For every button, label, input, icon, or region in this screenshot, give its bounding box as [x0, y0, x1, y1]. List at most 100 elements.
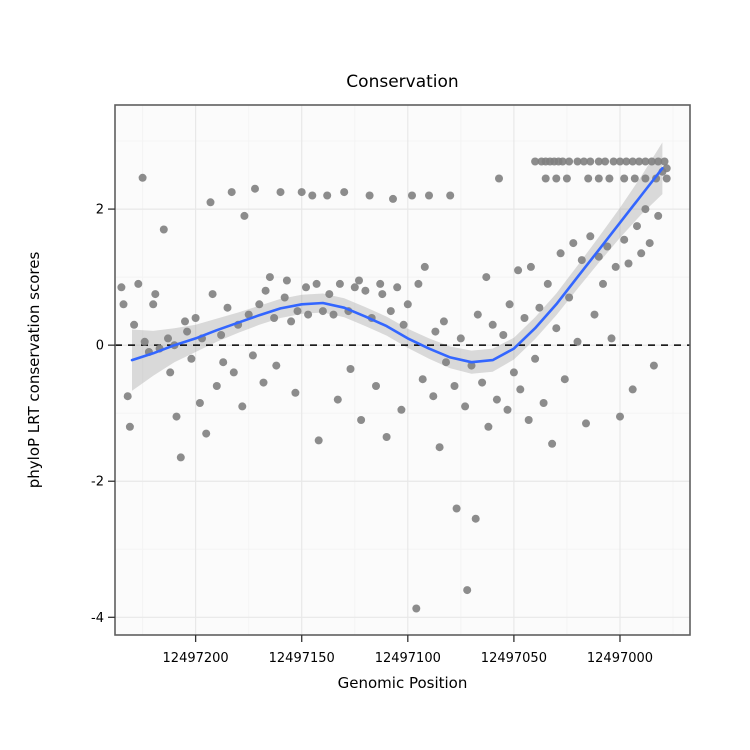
- data-point: [590, 310, 599, 319]
- data-point: [649, 361, 658, 370]
- data-point: [543, 279, 552, 288]
- data-point: [541, 174, 550, 183]
- data-point: [365, 191, 374, 200]
- data-point: [461, 402, 470, 411]
- data-point: [616, 157, 624, 166]
- data-point: [386, 307, 395, 316]
- data-point: [248, 351, 257, 360]
- data-point: [393, 283, 402, 292]
- data-point: [255, 300, 264, 309]
- data-point: [418, 375, 427, 384]
- data-point: [117, 283, 126, 292]
- smooth-line: [130, 167, 664, 364]
- data-point: [272, 361, 281, 370]
- data-point: [647, 157, 656, 166]
- data-point: [323, 191, 332, 200]
- data-point: [176, 453, 185, 462]
- data-point: [603, 242, 612, 251]
- data-point: [660, 157, 669, 166]
- data-point: [187, 354, 196, 363]
- data-point: [442, 358, 450, 367]
- y-tick-label: 2: [96, 203, 104, 218]
- data-point: [569, 239, 578, 248]
- panel-background: [115, 105, 690, 635]
- data-point: [308, 191, 317, 200]
- data-point: [584, 174, 593, 183]
- data-point: [282, 276, 291, 285]
- data-point: [270, 314, 279, 322]
- data-point: [181, 317, 189, 326]
- data-point: [420, 262, 429, 271]
- data-point: [620, 174, 629, 183]
- data-point: [482, 273, 491, 282]
- data-point: [261, 286, 270, 295]
- data-point: [633, 222, 641, 231]
- y-tick-label: -2: [91, 475, 104, 490]
- data-point: [297, 188, 306, 197]
- data-point: [616, 412, 624, 421]
- x-tick-label: 12497150: [269, 651, 335, 666]
- data-point: [208, 290, 217, 299]
- data-point: [314, 436, 323, 445]
- data-point: [605, 174, 614, 183]
- data-point: [159, 225, 168, 234]
- data-point: [524, 416, 533, 424]
- data-point: [151, 290, 160, 299]
- data-point: [276, 188, 285, 197]
- data-point: [350, 283, 359, 292]
- data-point: [389, 194, 397, 203]
- data-point: [219, 358, 228, 367]
- data-point: [312, 279, 321, 288]
- data-point: [412, 604, 421, 613]
- data-point: [408, 191, 416, 200]
- data-point: [265, 273, 274, 282]
- data-point: [505, 300, 514, 309]
- data-point: [577, 256, 586, 265]
- data-point: [251, 184, 259, 193]
- data-point: [287, 317, 296, 326]
- data-point: [357, 416, 366, 424]
- data-point: [304, 310, 313, 319]
- data-point: [484, 422, 493, 431]
- data-point: [123, 392, 132, 401]
- data-point: [291, 388, 300, 397]
- data-point: [223, 303, 232, 312]
- data-point: [609, 157, 618, 166]
- data-point: [645, 239, 654, 248]
- data-point: [195, 399, 204, 407]
- data-point: [238, 402, 247, 411]
- data-point: [516, 385, 525, 394]
- data-point: [125, 422, 134, 431]
- data-point: [217, 331, 226, 339]
- data-point: [335, 279, 344, 288]
- y-tick-label: 0: [96, 339, 104, 354]
- data-point: [382, 433, 391, 441]
- data-point: [601, 157, 610, 166]
- data-point: [340, 188, 349, 197]
- data-point: [446, 191, 455, 200]
- data-point: [191, 314, 200, 322]
- data-point: [558, 157, 567, 166]
- data-point: [425, 191, 433, 200]
- data-point: [403, 300, 412, 309]
- data-point: [140, 337, 149, 346]
- data-point: [329, 310, 338, 319]
- data-point: [637, 249, 646, 258]
- data-point: [478, 378, 487, 387]
- data-point: [212, 382, 221, 390]
- data-point: [361, 286, 370, 295]
- data-point: [240, 211, 249, 220]
- data-point: [429, 392, 438, 401]
- data-point: [662, 164, 671, 173]
- data-point: [495, 174, 503, 183]
- data-point: [280, 293, 289, 302]
- data-point: [599, 279, 607, 288]
- data-point: [535, 303, 544, 312]
- data-point: [628, 385, 637, 394]
- data-point: [456, 334, 465, 343]
- data-point: [582, 419, 590, 428]
- data-point: [166, 368, 175, 377]
- confidence-ribbon: [132, 142, 663, 391]
- data-point: [439, 317, 448, 326]
- y-tick-label: -4: [91, 611, 104, 626]
